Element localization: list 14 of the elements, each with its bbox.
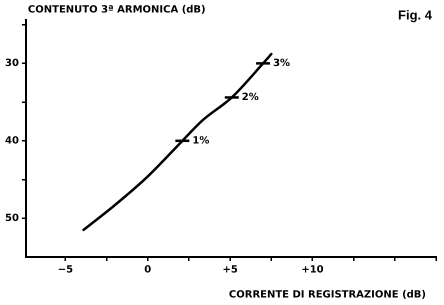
x-tick-label: +5 — [222, 264, 238, 276]
x-tick-label: −5 — [58, 264, 74, 276]
y-tick-label: 40 — [4, 135, 19, 146]
x-tick-label: 0 — [144, 264, 152, 276]
annotation: Fig. 4 — [398, 8, 433, 23]
line-series — [82, 52, 273, 232]
x-axis-title: CORRENTE DI REGISTRAZIONE (dB) — [228, 290, 426, 301]
x-tick-label: +10 — [301, 264, 324, 276]
y-axis-title: CONTENUTO 3ª ARMONICA (dB) — [28, 4, 206, 16]
annotation: 1% — [192, 135, 210, 146]
y-tick-label: 30 — [4, 58, 19, 69]
annotation: 2% — [242, 92, 259, 104]
y-tick-label: 50 — [4, 212, 19, 224]
annotation: 3% — [273, 58, 290, 69]
